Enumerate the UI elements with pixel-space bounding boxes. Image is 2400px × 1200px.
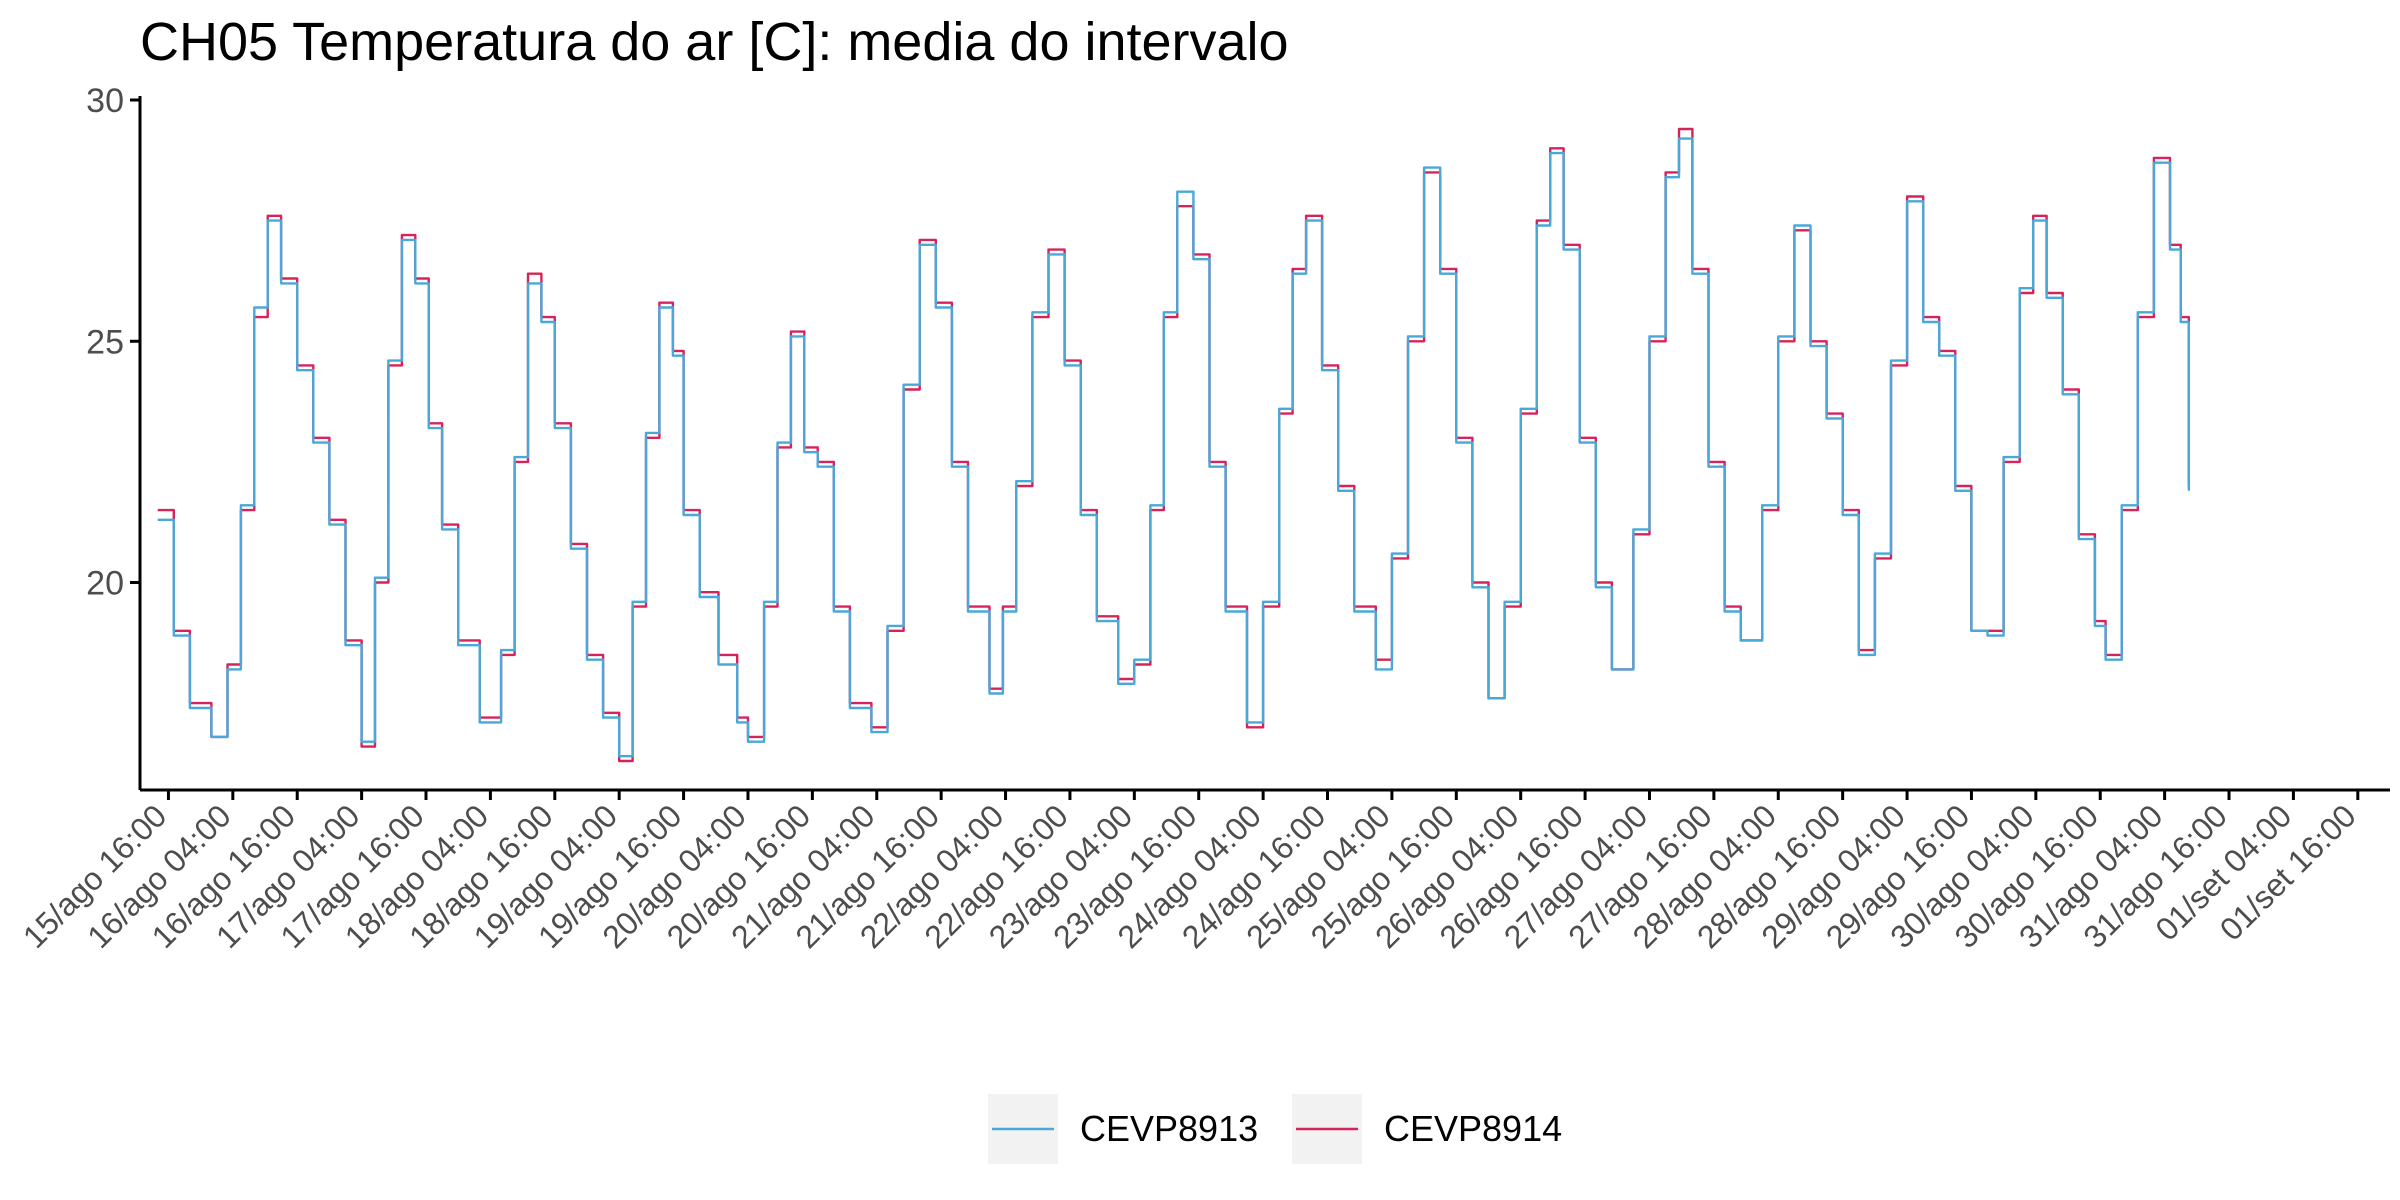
y-tick-label: 20: [86, 565, 124, 603]
series-lines: [157, 127, 2190, 763]
series-line-cevp8914: [157, 127, 2190, 763]
y-tick-label: 25: [86, 323, 124, 361]
y-tick-label: 30: [86, 82, 124, 120]
series-line-cevp8913: [157, 137, 2190, 758]
chart-title: CH05 Temperatura do ar [C]: media do int…: [140, 12, 1289, 72]
y-axis: 20 25 30: [86, 82, 142, 790]
legend: CEVP8913 CEVP8914: [988, 1094, 1562, 1164]
legend-label-cevp8914: CEVP8914: [1384, 1108, 1562, 1149]
legend-label-cevp8913: CEVP8913: [1080, 1108, 1258, 1149]
